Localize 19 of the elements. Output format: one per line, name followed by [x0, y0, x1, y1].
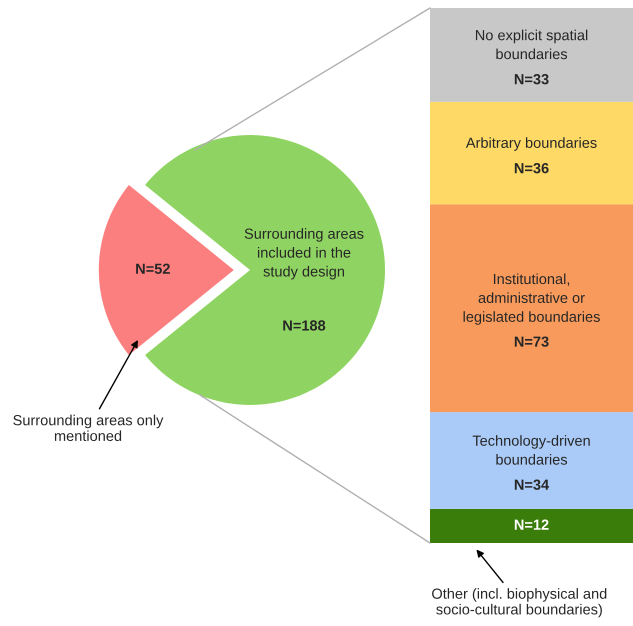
data-label: N=12 [514, 520, 549, 530]
data-label: N=33 [514, 74, 549, 84]
series-label: No explicit spatial boundaries [476, 30, 588, 60]
series-label: Institutional, administrative or legislated boundaries [464, 273, 600, 325]
slice-label: Surrounding areas included in the study design [244, 228, 364, 280]
bar [430, 508, 633, 543]
series-label: Arbitrary boundaries [466, 137, 597, 151]
bar [430, 204, 633, 412]
bar [430, 8, 633, 102]
bar [430, 102, 633, 204]
data-label: N=73 [514, 336, 549, 347]
data-label: N=34 [514, 480, 550, 490]
text: Other (incl. biophysical and socio-cultural boundaries) [432, 588, 606, 618]
series-label: Technology-driven boundaries [472, 435, 590, 465]
slice-label: Surrounding areas only mentioned [13, 414, 164, 442]
data-label: N=36 [514, 163, 549, 174]
data-label: N=52 [136, 264, 170, 274]
bar [430, 412, 633, 509]
data-label: N=188 [283, 320, 326, 331]
